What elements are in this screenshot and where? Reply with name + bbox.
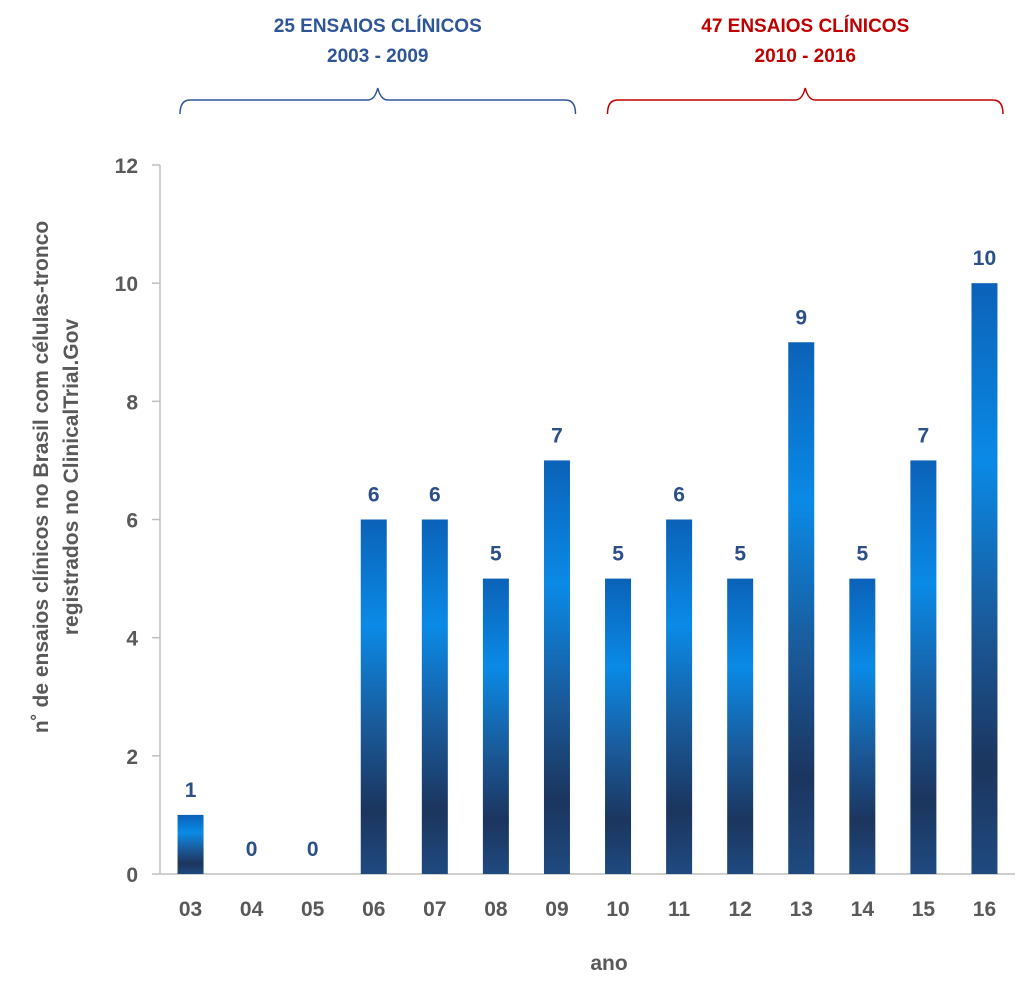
y-tick-label: 4 (126, 628, 138, 651)
bar-value-label: 6 (673, 484, 685, 507)
period-brace (179, 87, 577, 115)
bar-value-label: 5 (490, 543, 502, 566)
bar (788, 342, 815, 874)
bar (177, 814, 204, 874)
x-tick-label: 15 (912, 898, 936, 921)
x-tick-label: 09 (545, 898, 568, 921)
x-tick-label: 04 (240, 898, 264, 921)
bar (971, 283, 998, 875)
x-tick-label: 03 (179, 898, 202, 921)
period-annotation-range: 2010 - 2016 (755, 46, 856, 67)
y-tick-label: 0 (126, 864, 138, 887)
period-brace (606, 87, 1004, 115)
period-annotation-range: 2003 - 2009 (327, 46, 428, 67)
period-annotation-title: 47 ENSAIOS CLÍNICOS (701, 15, 909, 37)
bar-value-label: 1 (185, 779, 197, 802)
x-tick-label: 07 (423, 898, 446, 921)
x-tick-label: 16 (973, 898, 996, 921)
period-annotations: 25 ENSAIOS CLÍNICOS 2003 - 2009 47 ENSAIOS… (179, 15, 1004, 115)
y-tick-labels: 0 2 4 6 8 10 12 (115, 155, 160, 887)
bar-value-label: 5 (612, 543, 624, 566)
bars (177, 283, 998, 875)
bar-value-label: 9 (795, 306, 807, 329)
x-tick-label: 13 (790, 898, 813, 921)
bar-value-label: 5 (734, 543, 746, 566)
bar (910, 460, 937, 874)
bar (727, 578, 754, 874)
y-axis-title: n˚ de ensaios clínicos no Brasil com cél… (30, 221, 83, 733)
bar-value-label: 7 (918, 424, 930, 447)
bar (360, 519, 387, 874)
period-annotation-title: 25 ENSAIOS CLÍNICOS (274, 15, 482, 37)
bar-value-label: 0 (246, 838, 258, 861)
x-tick-label: 14 (851, 898, 875, 921)
x-tick-label: 12 (728, 898, 751, 921)
bar-value-label: 6 (368, 484, 380, 507)
x-tick-label: 10 (606, 898, 629, 921)
bar-value-label: 7 (551, 424, 563, 447)
bar (666, 519, 693, 874)
y-axis-title-line1: n˚ de ensaios clínicos no Brasil com cél… (30, 221, 53, 733)
x-tick-labels: 03 04 05 06 07 08 09 10 11 12 13 14 15 16 (179, 898, 996, 921)
bar (543, 460, 570, 874)
y-tick-label: 6 (126, 510, 138, 533)
y-axis: 0 2 4 6 8 10 12 (115, 155, 161, 887)
y-tick-label: 12 (115, 155, 138, 178)
x-tick-label: 06 (362, 898, 385, 921)
bar-value-label: 5 (856, 543, 868, 566)
y-tick-label: 8 (126, 391, 138, 414)
x-axis-title: ano (590, 952, 627, 975)
x-axis: 03 04 05 06 07 08 09 10 11 12 13 14 15 16 (160, 873, 1015, 921)
bar (849, 578, 876, 874)
bar-value-label: 6 (429, 484, 441, 507)
x-tick-label: 08 (484, 898, 508, 921)
y-axis-title-line2: registrados no ClinicalTrial.Gov (60, 319, 83, 636)
bar (421, 519, 448, 874)
bar-value-label: 0 (307, 838, 319, 861)
x-tick-label: 05 (301, 898, 325, 921)
bar (482, 578, 509, 874)
y-tick-label: 10 (115, 273, 138, 296)
bar (605, 578, 632, 874)
y-tick-label: 2 (126, 746, 138, 769)
x-tick-label: 11 (668, 898, 691, 921)
bar-value-label: 10 (973, 247, 996, 270)
